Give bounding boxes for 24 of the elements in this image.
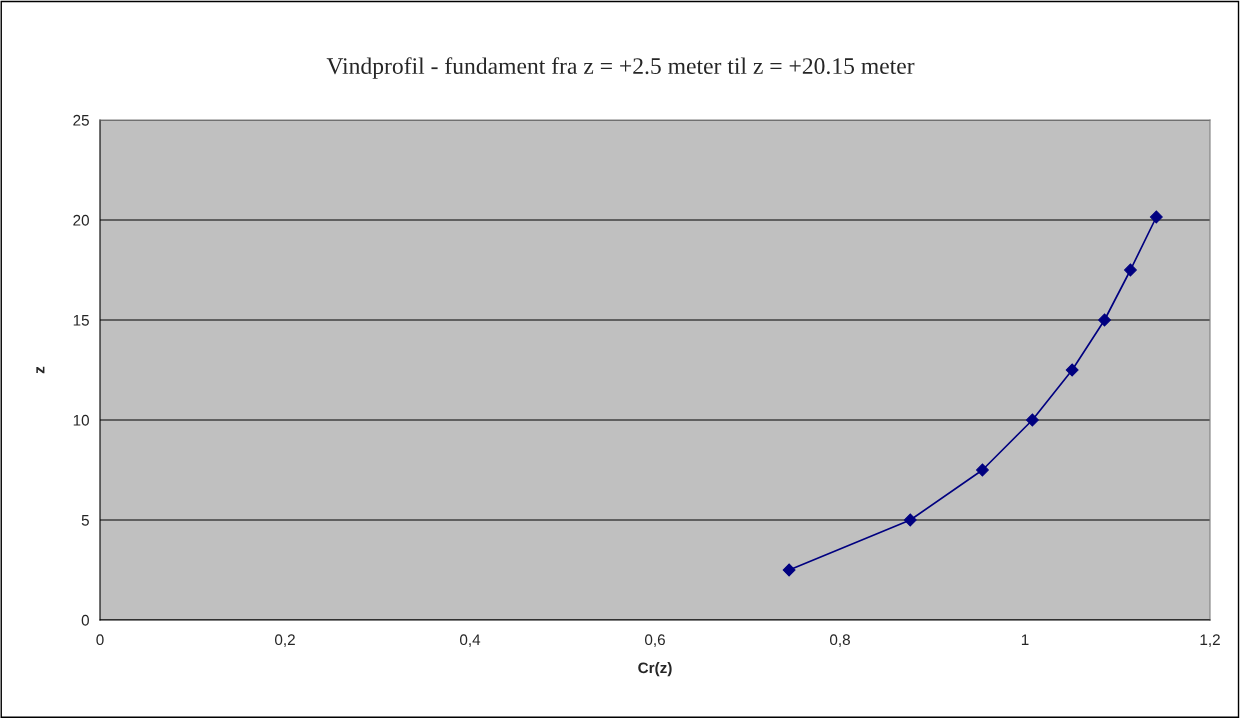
chart-title: Vindprofil - fundament fra z = +2.5 meter til z = +20.15 meter (326, 57, 915, 79)
point (1098, 313, 1111, 327)
y-axis-title: z (36, 366, 45, 374)
point (1025, 413, 1039, 427)
x-tick-label: 0 (96, 634, 104, 646)
y-tick-label: 15 (73, 315, 89, 326)
point (976, 463, 989, 477)
x-tick-label: 0,8 (829, 634, 850, 647)
x-tick-label: 1 (1021, 634, 1029, 645)
x-axis-title: Cr(z) (638, 662, 672, 677)
point (903, 513, 917, 527)
y-tick-label: 10 (73, 414, 89, 426)
point (1065, 363, 1079, 377)
y-tick-label: 0 (81, 614, 89, 626)
x-tick-label: 0,6 (644, 634, 665, 647)
point (1124, 263, 1137, 277)
y-tick-label: 25 (73, 114, 89, 126)
point (782, 563, 796, 577)
x-tick-label: 0,4 (459, 634, 481, 647)
point (1149, 210, 1163, 224)
y-tick-label: 5 (81, 515, 89, 526)
x-tick-label: 1,2 (1200, 634, 1220, 647)
x-tick-label: 0,2 (274, 634, 295, 647)
y-tick-label: 20 (73, 214, 89, 226)
